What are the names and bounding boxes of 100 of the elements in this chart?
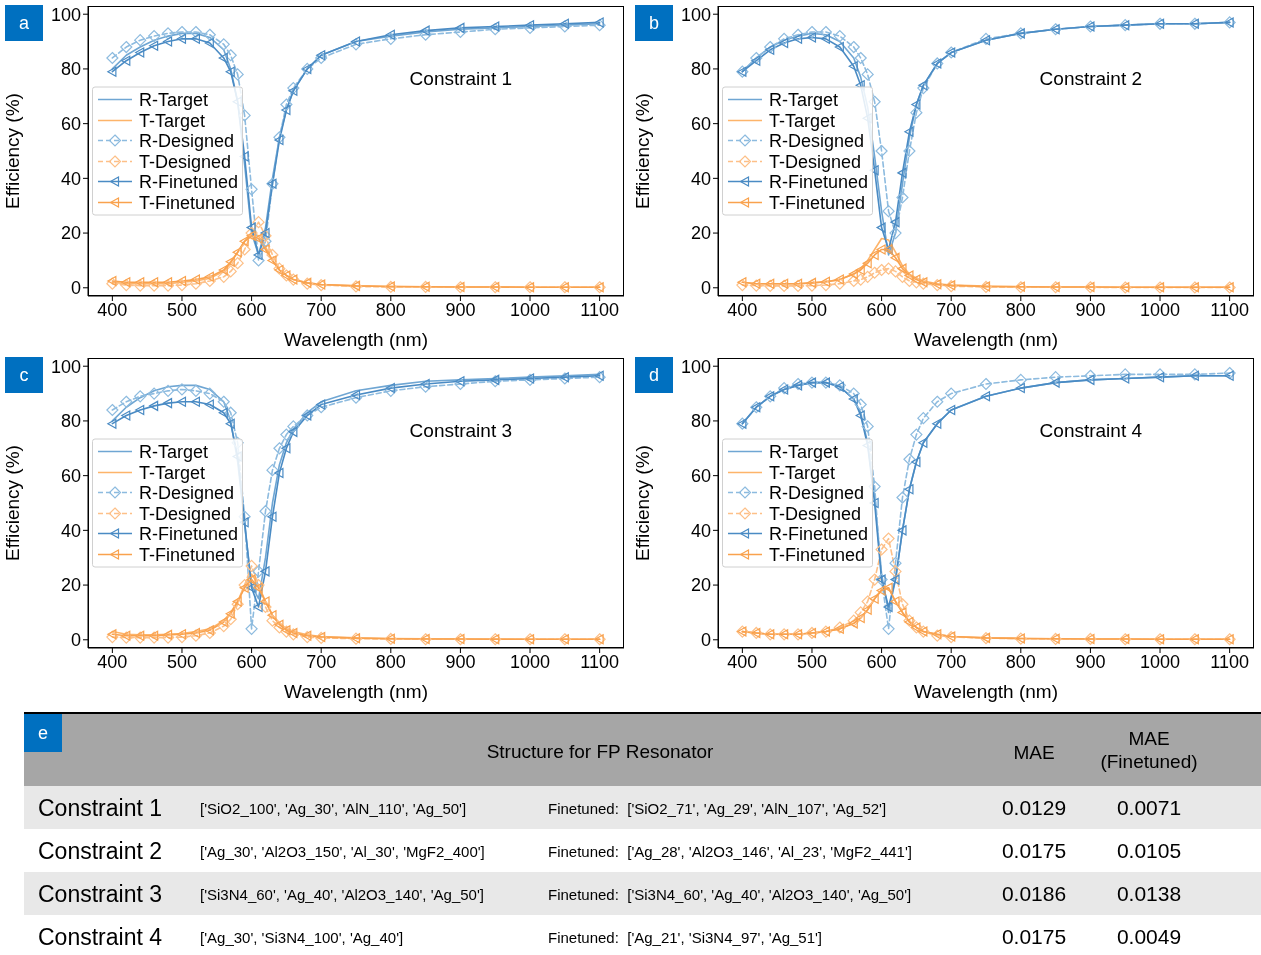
x-axis-title: Wavelength (nm) xyxy=(914,329,1058,350)
y-tick-label: 80 xyxy=(690,411,711,432)
legend-label: T-Finetuned xyxy=(769,192,866,213)
x-tick-label: 600 xyxy=(866,299,897,320)
y-tick-label: 60 xyxy=(690,114,711,135)
category-label: Constraint 3 xyxy=(38,881,163,908)
x-tick-label: 700 xyxy=(936,299,967,320)
legend-label: R-Target xyxy=(139,441,209,462)
legend-label: T-Finetuned xyxy=(769,544,866,565)
text: ['Si3N4_60', 'Ag_40', 'Al2O3_140', 'Ag_50'] xyxy=(200,886,484,903)
y-tick-label: 20 xyxy=(60,575,81,596)
y-tick-label: 100 xyxy=(680,4,711,25)
x-tick-label: 900 xyxy=(445,299,476,320)
data-label: 0.0129 xyxy=(1000,796,1068,820)
x-tick-label: 500 xyxy=(796,299,827,320)
data-label: 0.0071 xyxy=(1115,796,1183,820)
legend-label: T-Designed xyxy=(769,151,862,172)
x-tick-label: 1100 xyxy=(580,299,619,320)
legend-label: R-Target xyxy=(139,89,209,110)
text: ['Ag_30', 'Si3N4_100', 'Ag_40'] xyxy=(200,929,404,946)
data-label: 0.0175 xyxy=(1000,925,1068,949)
text: c xyxy=(5,357,43,393)
legend-label: R-Designed xyxy=(139,130,235,151)
x-tick-label: 900 xyxy=(1075,299,1106,320)
y-tick-label: 0 xyxy=(700,630,711,651)
x-tick-label: 600 xyxy=(866,651,897,672)
y-tick-label: 80 xyxy=(690,59,711,80)
x-tick-label: 900 xyxy=(1075,651,1106,672)
x-tick-label: 800 xyxy=(1005,651,1036,672)
x-tick-label: 800 xyxy=(375,299,406,320)
text: ['Ag_30', 'Al2O3_150', 'Al_30', 'MgF2_400'] xyxy=(200,843,485,860)
y-tick-label: 60 xyxy=(690,466,711,487)
legend-label: T-Finetuned xyxy=(139,192,236,213)
text: Constraint 3 xyxy=(409,420,513,442)
x-tick-label: 600 xyxy=(236,651,267,672)
x-tick-label: 1000 xyxy=(510,299,551,320)
text: Constraint 1 xyxy=(409,68,513,90)
legend-label: R-Finetuned xyxy=(769,171,869,192)
legend-label: T-Designed xyxy=(769,503,862,524)
legend-label: R-Target xyxy=(769,89,839,110)
y-tick-label: 20 xyxy=(690,223,711,244)
text: a xyxy=(5,5,43,41)
data-label: 0.0186 xyxy=(1000,882,1068,906)
text: MAE (Finetuned) xyxy=(1099,727,1199,773)
legend-label: R-Designed xyxy=(769,482,865,503)
text: b xyxy=(635,5,673,41)
text: Structure for FP Resonator xyxy=(485,741,715,763)
x-tick-label: 400 xyxy=(727,299,758,320)
y-tick-label: 60 xyxy=(60,466,81,487)
data-label: 0.0175 xyxy=(1000,839,1068,863)
y-tick-label: 100 xyxy=(50,356,81,377)
x-tick-label: 1000 xyxy=(1140,299,1181,320)
y-tick-label: 40 xyxy=(60,520,81,541)
y-tick-label: 20 xyxy=(60,223,81,244)
y-tick-label: 40 xyxy=(690,520,711,541)
data-label: 0.0049 xyxy=(1115,925,1183,949)
y-tick-label: 0 xyxy=(70,630,81,651)
x-tick-label: 1100 xyxy=(1210,299,1249,320)
data-label: 0.0105 xyxy=(1115,839,1183,863)
legend-label: R-Finetuned xyxy=(139,171,239,192)
x-tick-label: 900 xyxy=(445,651,476,672)
y-axis-title: Efficiency (%) xyxy=(631,93,653,209)
legend-label: R-Designed xyxy=(139,482,235,503)
legend-label: T-Target xyxy=(769,462,836,483)
legend-label: T-Designed xyxy=(139,503,232,524)
x-axis-title: Wavelength (nm) xyxy=(284,681,428,702)
y-tick-label: 40 xyxy=(60,168,81,189)
y-tick-label: 0 xyxy=(70,278,81,299)
x-tick-label: 800 xyxy=(375,651,406,672)
category-label: Constraint 2 xyxy=(38,838,163,865)
legend-label: R-Designed xyxy=(769,130,865,151)
x-tick-label: 1000 xyxy=(1140,651,1181,672)
x-tick-label: 700 xyxy=(306,299,337,320)
y-tick-label: 40 xyxy=(690,168,711,189)
x-tick-label: 1100 xyxy=(1210,651,1249,672)
x-tick-label: 500 xyxy=(166,651,197,672)
legend-label: R-Finetuned xyxy=(139,523,239,544)
y-axis-title: Efficiency (%) xyxy=(631,445,653,561)
x-tick-label: 400 xyxy=(97,299,128,320)
series-label: MAE xyxy=(1012,741,1056,764)
y-tick-label: 100 xyxy=(50,4,81,25)
text: Finetuned: ['Ag_21', 'Si3N4_97', 'Ag_51'] xyxy=(548,929,823,946)
legend-label: T-Target xyxy=(769,110,836,131)
x-tick-label: 800 xyxy=(1005,299,1036,320)
category-label: Constraint 1 xyxy=(38,795,163,822)
data-label: 0.0138 xyxy=(1115,882,1183,906)
y-tick-label: 80 xyxy=(60,59,81,80)
x-tick-label: 700 xyxy=(936,651,967,672)
x-tick-label: 1000 xyxy=(510,651,551,672)
x-tick-label: 500 xyxy=(796,651,827,672)
y-tick-label: 80 xyxy=(60,411,81,432)
text: d xyxy=(635,357,673,393)
legend-label: R-Finetuned xyxy=(769,523,869,544)
text: e xyxy=(24,714,62,752)
y-tick-label: 60 xyxy=(60,114,81,135)
y-tick-label: 0 xyxy=(700,278,711,299)
x-axis-title: Wavelength (nm) xyxy=(284,329,428,350)
x-tick-label: 1100 xyxy=(580,651,619,672)
y-axis-title: Efficiency (%) xyxy=(1,93,23,209)
category-label: Constraint 4 xyxy=(38,924,163,951)
